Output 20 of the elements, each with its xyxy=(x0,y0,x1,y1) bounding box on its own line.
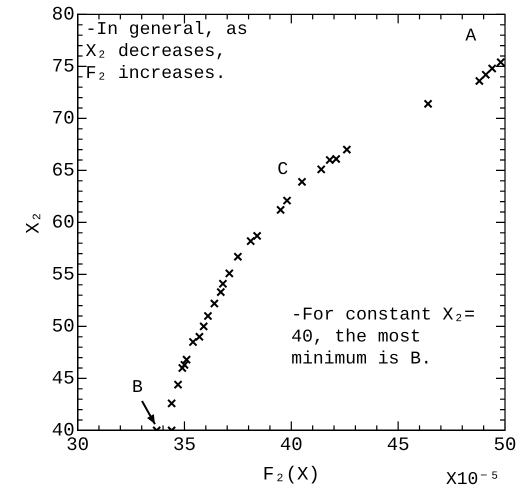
y-axis-title: X₂ xyxy=(22,210,44,234)
y-tick-label: 65 xyxy=(52,159,75,182)
y-tick-label: 55 xyxy=(52,263,75,286)
x-axis-title: F₂(X) xyxy=(262,464,320,486)
x-tick-label: 35 xyxy=(173,434,196,456)
annotation: -In general, as X₂ decreases, F₂ increases. xyxy=(86,20,248,84)
annotation: -For constant X₂= 40, the most minimum is B. xyxy=(291,305,475,370)
x-tick-label: 40 xyxy=(280,434,303,456)
y-tick-label: 70 xyxy=(52,107,75,130)
annotation: C xyxy=(277,160,288,180)
y-tick-label: 50 xyxy=(52,315,75,338)
x-tick-label: 45 xyxy=(386,434,410,456)
y-tick-label: 60 xyxy=(52,211,75,234)
y-tick-label: 45 xyxy=(52,367,75,390)
annotation: B xyxy=(132,378,144,398)
y-tick-label: 75 xyxy=(52,55,75,78)
y-tick-label: 80 xyxy=(52,3,75,26)
text: X10⁻⁵ xyxy=(446,470,500,490)
annotation: A xyxy=(465,26,476,47)
x-tick-label: 50 xyxy=(494,434,516,456)
